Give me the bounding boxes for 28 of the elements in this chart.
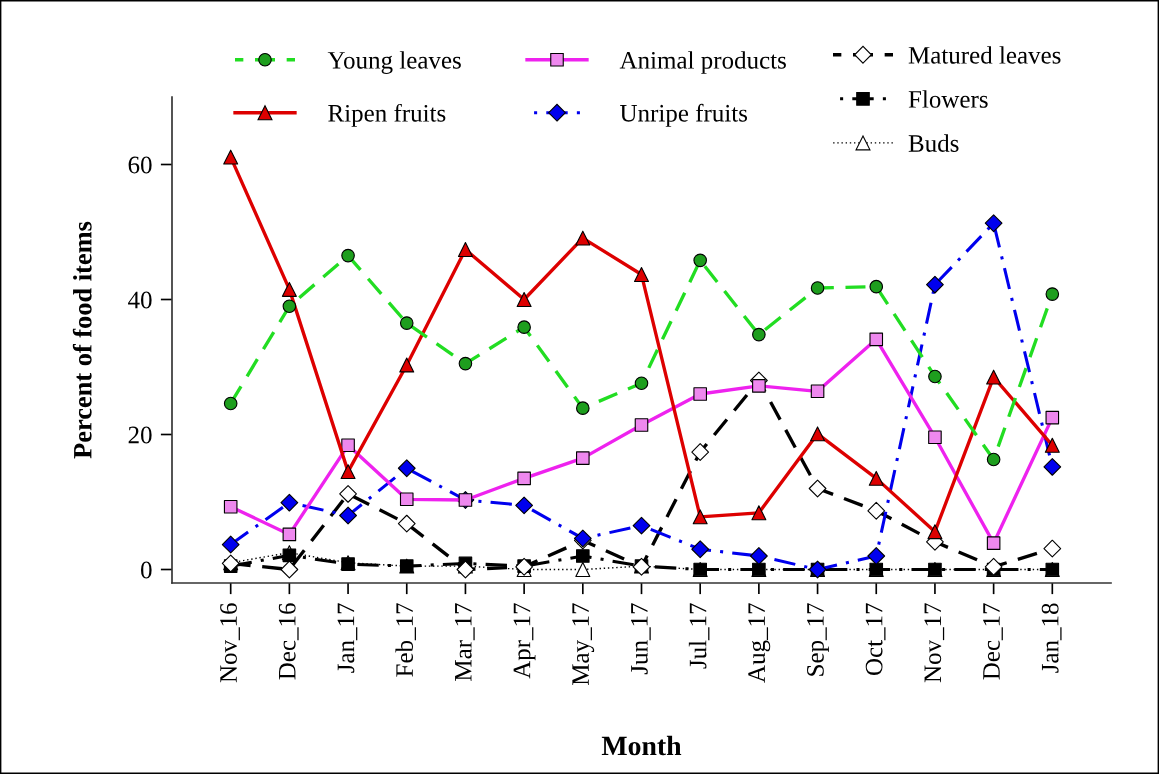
x-tick-label: Nov_17: [924, 603, 945, 683]
x-tick-label: Feb_17: [395, 603, 416, 677]
legend-label: Ripen fruits: [328, 103, 446, 127]
x-tick-label: Sep_17: [807, 603, 829, 676]
y-tick-label: 0: [141, 561, 152, 579]
x-tick-label: Jan_18: [1041, 603, 1062, 673]
y-axis-title: Percent of food items: [72, 221, 92, 459]
legend-label: Young leaves: [327, 51, 461, 74]
x-tick-label: Oct_17: [865, 603, 886, 676]
x-tick-label: Dec_17: [983, 603, 1003, 680]
x-tick-label: Aug_17: [748, 603, 771, 683]
legend-label: Buds: [908, 134, 959, 152]
legend-label: Flowers: [908, 90, 988, 108]
x-tick-label: Jan_17: [337, 603, 358, 673]
x-tick-label: Jun_17: [631, 603, 651, 675]
x-axis-title: Month: [601, 735, 682, 756]
y-tick-label: 40: [128, 291, 152, 309]
y-tick-label: 60: [128, 156, 152, 174]
legend-label: Animal products: [619, 51, 786, 74]
x-tick-label: Jul_17: [688, 603, 710, 669]
legend-label: Matured leaves: [908, 46, 1061, 64]
y-tick-label: 20: [128, 426, 152, 444]
legend-label: Unripe fruits: [620, 103, 748, 127]
x-tick-label: Apr_17: [513, 603, 536, 679]
x-tick-label: Dec_16: [278, 603, 299, 680]
x-tick-label: Mar_17: [454, 603, 475, 681]
x-tick-label: May_17: [572, 603, 595, 686]
x-tick-label: Nov_16: [220, 603, 240, 683]
